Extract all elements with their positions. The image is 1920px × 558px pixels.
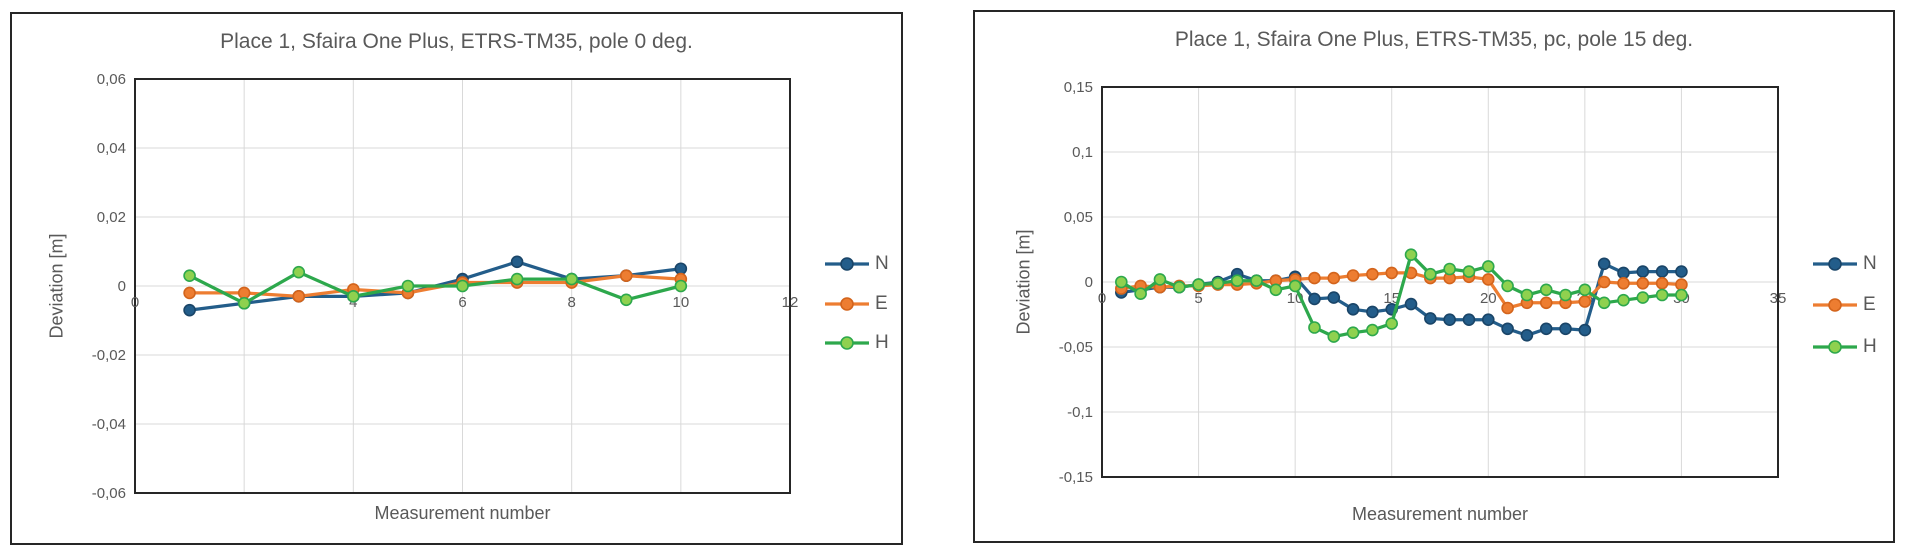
- plot-area: 0,060,040,020-0,02-0,04-0,06024681012: [92, 71, 799, 502]
- svg-text:0,05: 0,05: [1064, 209, 1093, 226]
- svg-text:-0,15: -0,15: [1059, 469, 1093, 486]
- x-axis-title: Measurement number: [1351, 504, 1529, 524]
- svg-text:20: 20: [1480, 290, 1497, 307]
- svg-text:-0,04: -0,04: [92, 416, 126, 433]
- chart-pole-15-deg[interactable]: Place 1, Sfaira One Plus, ETRS-TM35, pc,…: [973, 10, 1895, 543]
- legend-label: N: [875, 253, 889, 274]
- svg-text:-0,06: -0,06: [92, 485, 126, 502]
- legend-item-e[interactable]: E: [824, 293, 888, 315]
- legend-label: E: [1863, 294, 1876, 315]
- svg-text:0: 0: [131, 294, 139, 311]
- svg-text:12: 12: [782, 294, 799, 311]
- x-axis-title: Measurement number: [374, 503, 551, 523]
- svg-text:6: 6: [458, 294, 466, 311]
- legend-label: E: [875, 293, 888, 314]
- legend-marker-e-icon: [1813, 298, 1857, 312]
- svg-text:-0,05: -0,05: [1059, 339, 1093, 356]
- chart-title: Place 1, Sfaira One Plus, ETRS-TM35, pc,…: [1174, 28, 1694, 51]
- legend-item-n[interactable]: N: [1812, 253, 1877, 275]
- legend-marker-n-icon: [825, 257, 869, 271]
- legend-marker-h-icon: [825, 336, 869, 350]
- plot-area: 0,150,10,050-0,05-0,1-0,1505101520253035: [1059, 79, 1787, 486]
- svg-text:0,02: 0,02: [97, 209, 126, 226]
- svg-text:5: 5: [1194, 290, 1202, 307]
- svg-text:0: 0: [118, 278, 126, 295]
- svg-text:0: 0: [1098, 290, 1106, 307]
- svg-text:8: 8: [567, 294, 575, 311]
- svg-text:0,15: 0,15: [1064, 79, 1093, 96]
- legend-marker-e-icon: [825, 297, 869, 311]
- legend-marker-n-icon: [1813, 257, 1857, 271]
- chart-pole-0-deg[interactable]: Place 1, Sfaira One Plus, ETRS-TM35, pol…: [10, 12, 903, 545]
- svg-text:0,06: 0,06: [97, 71, 126, 88]
- legend-item-h[interactable]: H: [824, 332, 889, 354]
- svg-text:-0,02: -0,02: [92, 347, 126, 364]
- svg-text:10: 10: [672, 294, 689, 311]
- legend-label: H: [1863, 336, 1877, 357]
- legend-item-h[interactable]: H: [1812, 336, 1877, 358]
- legend-marker-h-icon: [1813, 340, 1857, 354]
- legend-label: H: [875, 332, 889, 353]
- svg-text:-0,1: -0,1: [1067, 404, 1093, 421]
- chart-title: Place 1, Sfaira One Plus, ETRS-TM35, pol…: [220, 30, 693, 53]
- svg-text:0,1: 0,1: [1072, 144, 1093, 161]
- svg-text:35: 35: [1770, 290, 1787, 307]
- legend-item-e[interactable]: E: [1812, 294, 1876, 316]
- svg-text:0: 0: [1085, 274, 1093, 291]
- legend-label: N: [1863, 253, 1877, 274]
- svg-text:0,04: 0,04: [97, 140, 126, 157]
- legend-item-n[interactable]: N: [824, 253, 889, 275]
